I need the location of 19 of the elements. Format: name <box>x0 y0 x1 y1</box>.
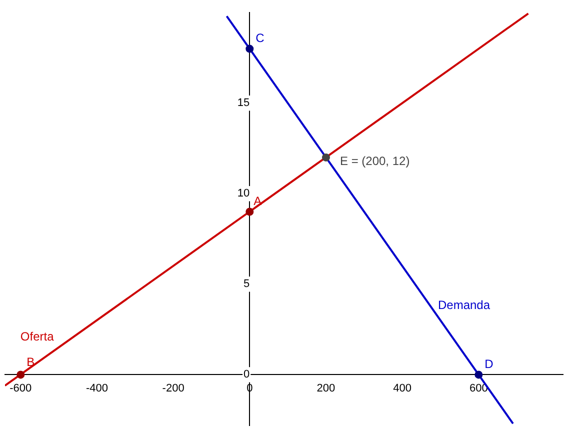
point <box>246 44 254 53</box>
point <box>246 208 254 216</box>
point <box>322 153 330 162</box>
annotation: D <box>484 357 494 372</box>
x-tick-label: -400 <box>86 382 108 394</box>
point <box>474 370 483 379</box>
y-tick-label: 10 <box>237 188 250 200</box>
annotation: E = (200, 12) <box>340 154 410 168</box>
point <box>16 370 25 379</box>
series-label: Demanda <box>438 298 490 312</box>
y-tick-label: 5 <box>244 278 250 290</box>
x-tick-label: -200 <box>162 382 184 394</box>
y-tick-label: 0 <box>244 368 250 381</box>
annotation: C <box>256 31 265 46</box>
x-tick-label: -600 <box>10 382 32 394</box>
y-tick-label: 15 <box>237 97 250 110</box>
x-tick-label: 400 <box>393 382 412 394</box>
x-tick-label: 200 <box>316 382 336 394</box>
series-label: Oferta <box>20 330 54 344</box>
